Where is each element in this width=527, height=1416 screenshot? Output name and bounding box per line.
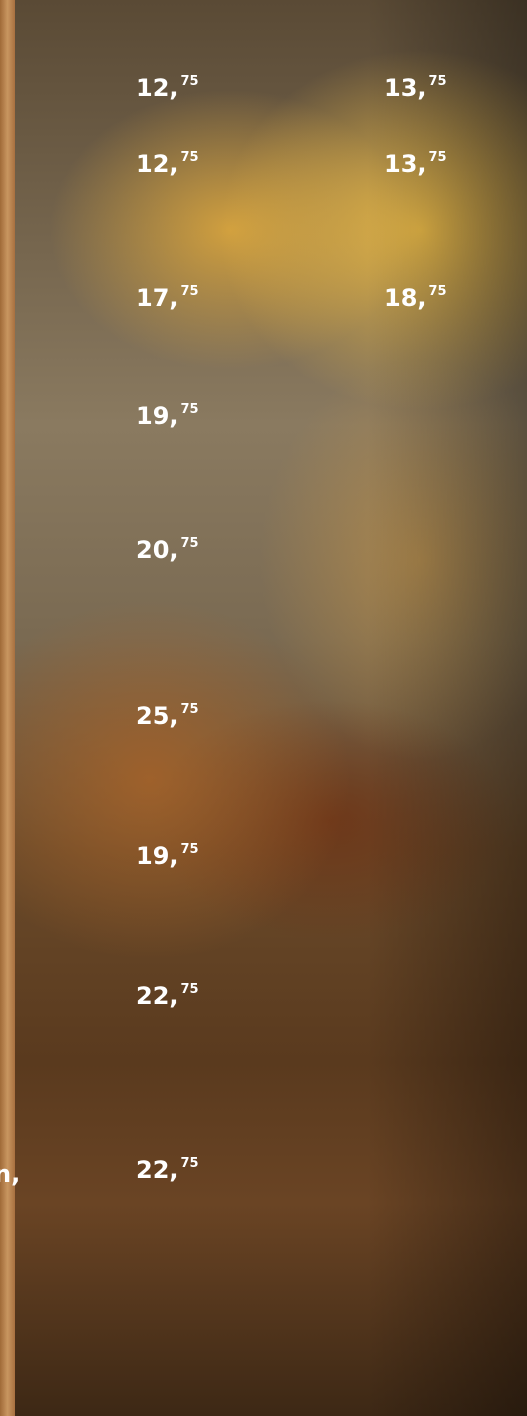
- price: 19,75: [136, 842, 199, 870]
- price: 22,75: [136, 982, 199, 1010]
- shade: [367, 0, 527, 1416]
- price-main: 22,: [136, 1156, 179, 1184]
- price: 18,75: [384, 284, 447, 312]
- price-cents: 75: [429, 74, 447, 89]
- cut-text: n,: [0, 1160, 20, 1188]
- price: 13,75: [384, 74, 447, 102]
- menu-page: n, 12,7513,7512,7513,7517,7518,7519,7520…: [0, 0, 527, 1416]
- price-main: 18,: [384, 284, 427, 312]
- wood-edge: [0, 0, 15, 1416]
- price-main: 12,: [136, 150, 179, 178]
- price: 20,75: [136, 536, 199, 564]
- price-cents: 75: [429, 284, 447, 299]
- price-cents: 75: [181, 842, 199, 857]
- price-main: 12,: [136, 74, 179, 102]
- price-main: 20,: [136, 536, 179, 564]
- price-main: 19,: [136, 842, 179, 870]
- price-main: 25,: [136, 702, 179, 730]
- price-cents: 75: [181, 536, 199, 551]
- price-cents: 75: [181, 702, 199, 717]
- price-cents: 75: [181, 284, 199, 299]
- price-main: 19,: [136, 402, 179, 430]
- price-main: 22,: [136, 982, 179, 1010]
- price: 13,75: [384, 150, 447, 178]
- price-cents: 75: [181, 1156, 199, 1171]
- price: 12,75: [136, 150, 199, 178]
- price-main: 13,: [384, 150, 427, 178]
- price-main: 13,: [384, 74, 427, 102]
- price-cents: 75: [181, 74, 199, 89]
- price-cents: 75: [181, 982, 199, 997]
- price-cents: 75: [429, 150, 447, 165]
- price-cents: 75: [181, 150, 199, 165]
- price: 25,75: [136, 702, 199, 730]
- price: 22,75: [136, 1156, 199, 1184]
- price-main: 17,: [136, 284, 179, 312]
- price: 12,75: [136, 74, 199, 102]
- price: 19,75: [136, 402, 199, 430]
- price: 17,75: [136, 284, 199, 312]
- price-cents: 75: [181, 402, 199, 417]
